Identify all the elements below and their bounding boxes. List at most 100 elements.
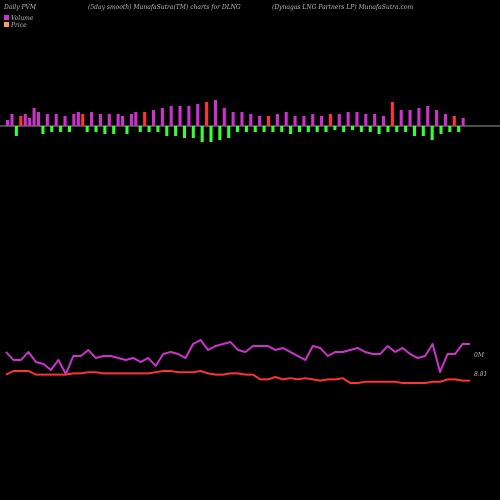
- legend-volume-swatch: [4, 15, 9, 20]
- pvm-bar: [306, 126, 310, 132]
- pvm-bar: [404, 126, 408, 132]
- pvm-bar: [160, 108, 164, 126]
- pvm-bar: [342, 126, 346, 132]
- price-line: [5, 370, 470, 384]
- pvm-bar: [395, 126, 399, 132]
- pvm-bar: [178, 106, 182, 126]
- pvm-bar: [390, 102, 394, 126]
- pvm-bar: [182, 126, 187, 138]
- pvm-bar: [337, 114, 341, 126]
- pvm-bar: [63, 116, 67, 126]
- pvm-bar: [6, 120, 10, 126]
- price-end-label: 8.81: [474, 371, 487, 378]
- pvm-bar: [138, 126, 142, 132]
- pvm-bar: [81, 114, 85, 126]
- pvm-bar: [32, 108, 36, 126]
- pvm-bar: [253, 126, 257, 132]
- pvm-bar: [266, 116, 271, 126]
- volume-end-label: 0M: [474, 352, 485, 359]
- pvm-bar: [200, 126, 204, 142]
- pvm-bar: [45, 114, 49, 126]
- pvm-bar: [297, 126, 302, 132]
- pvm-bar: [320, 116, 324, 126]
- legend-price-swatch: [4, 22, 9, 27]
- pvm-bar: [54, 114, 58, 126]
- pvm-bar: [90, 112, 94, 126]
- pvm-bar: [311, 114, 315, 126]
- pvm-bar: [368, 126, 372, 132]
- pvm-bar: [249, 114, 253, 126]
- pvm-bar: [236, 126, 240, 132]
- pvm-bar: [112, 126, 116, 134]
- pvm-bar: [28, 118, 32, 126]
- pvm-bar: [435, 110, 439, 126]
- pvm-bar: [196, 104, 200, 126]
- pvm-bar: [107, 114, 111, 126]
- pvm-bar: [174, 126, 178, 136]
- pvm-bar: [426, 106, 430, 126]
- pvm-bar: [41, 126, 45, 134]
- pvm-bar: [94, 126, 98, 132]
- pvm-bar: [59, 126, 63, 132]
- price-volume-lines: [5, 339, 470, 384]
- pvm-bar: [333, 126, 337, 130]
- pvm-bar: [399, 110, 403, 126]
- pvm-bar: [430, 126, 434, 140]
- pvm-bar: [231, 112, 235, 126]
- pvm-bar: [14, 126, 18, 136]
- pvm-bar: [191, 126, 195, 138]
- volume-line: [5, 339, 470, 375]
- pvm-bar: [121, 116, 125, 126]
- pvm-bar: [386, 126, 390, 132]
- pvm-bar: [421, 126, 425, 136]
- pvm-bar: [244, 126, 248, 132]
- pvm-bar: [143, 112, 147, 126]
- pvm-bar: [218, 126, 222, 140]
- pvm-bar: [452, 116, 456, 126]
- pvm-bar: [364, 114, 368, 126]
- pvm-bar: [280, 126, 284, 132]
- pvm-bar: [76, 112, 80, 126]
- pvm-bar: [205, 102, 209, 126]
- pvm-bar: [377, 126, 381, 134]
- pvm-bar: [457, 126, 461, 132]
- pvm-bar: [461, 118, 465, 126]
- pvm-bar: [293, 116, 297, 126]
- pvm-bar: [448, 126, 452, 132]
- pvm-bar: [328, 114, 332, 126]
- pvm-bar: [443, 114, 447, 126]
- pvm-bar: [50, 126, 54, 132]
- pvm-bar: [85, 126, 89, 132]
- legend-volume-label: Volume: [11, 15, 34, 22]
- pvm-bar: [412, 126, 417, 136]
- pvm-bar: [302, 116, 306, 126]
- pvm-bar: [98, 114, 102, 126]
- header-center: (5day smooth) MunafaSutra(TM) charts for…: [88, 4, 241, 11]
- pvm-bar: [284, 112, 288, 126]
- pvm-bar: [346, 112, 350, 126]
- pvm-bar: [23, 114, 27, 126]
- pvm-bar: [10, 114, 14, 126]
- pvm-bar: [209, 126, 213, 142]
- pvm-bar: [359, 126, 363, 132]
- pvm-bar: [240, 112, 244, 126]
- pvm-bar: [116, 114, 120, 126]
- pvm-bar: [103, 126, 107, 134]
- pvm-bar: [156, 126, 160, 132]
- header-left: Daily PVM: [3, 4, 37, 11]
- pvm-bar: [324, 126, 328, 132]
- pvm-bars: [6, 100, 465, 142]
- pvm-bar: [439, 126, 443, 134]
- pvm-bar: [36, 112, 41, 126]
- pvm-bar: [408, 110, 412, 126]
- header-right: (Dynagas LNG Partners LP) MunafaSutra.co…: [272, 4, 413, 11]
- pvm-bar: [129, 114, 133, 126]
- pvm-bar: [147, 126, 151, 132]
- pvm-bar: [275, 114, 279, 126]
- pvm-bar: [222, 108, 226, 126]
- pvm-bar: [315, 126, 319, 132]
- pvm-bar: [151, 110, 156, 126]
- pvm-bar: [271, 126, 275, 132]
